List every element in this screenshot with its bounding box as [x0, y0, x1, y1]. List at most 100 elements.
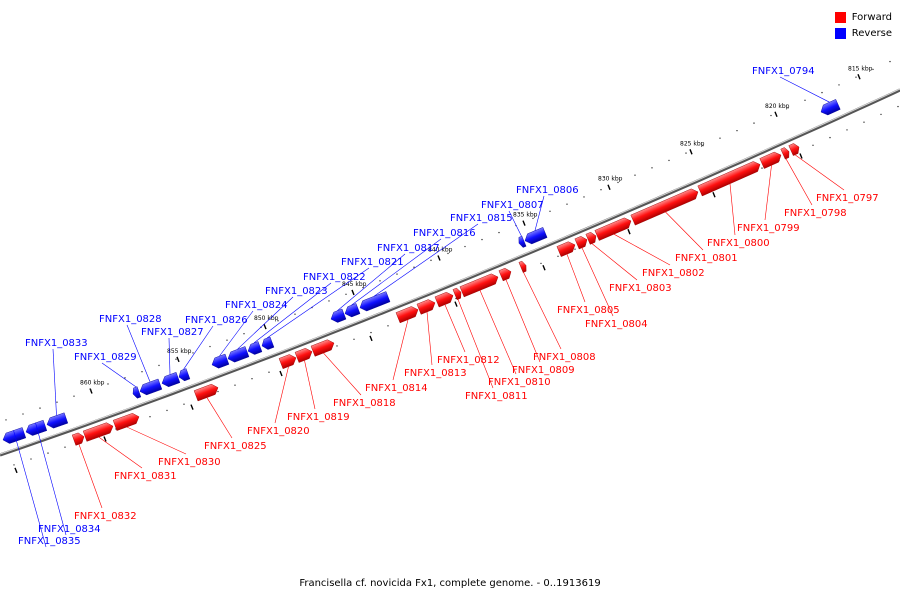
gene-FNFX1_0831[interactable] [82, 421, 115, 442]
minor-tick [149, 415, 151, 418]
gene-arrow[interactable] [556, 240, 577, 257]
gene-FNFX1_0805[interactable] [556, 240, 577, 257]
gene-arrow[interactable] [1, 427, 27, 445]
gene-arrow[interactable] [819, 99, 841, 117]
gene-FNFX1_0812[interactable] [434, 290, 455, 308]
gene-arrow[interactable] [416, 298, 437, 315]
gene-arrow[interactable] [71, 431, 86, 446]
gene-arrow[interactable] [177, 368, 191, 383]
gene-FNFX1_0810[interactable] [459, 272, 500, 298]
gene-FNFX1_0829[interactable] [131, 386, 142, 400]
gene-FNFX1_0822[interactable] [246, 341, 263, 356]
gene-arrow[interactable] [246, 341, 263, 356]
gene-arrow[interactable] [498, 267, 513, 282]
gene-FNFX1_0800[interactable] [697, 159, 762, 197]
minor-tick [668, 159, 670, 162]
gene-FNFX1_0808[interactable] [518, 260, 528, 273]
gene-arrow[interactable] [329, 308, 347, 324]
gene-leader-line [98, 436, 143, 469]
gene-FNFX1_0799[interactable] [759, 150, 783, 169]
gene-FNFX1_0815[interactable] [358, 291, 391, 313]
major-tick [799, 153, 803, 159]
minor-tick [353, 338, 355, 341]
gene-label-FNFX1_0825: FNFX1_0825 [204, 441, 267, 452]
minor-tick [863, 121, 865, 123]
gene-FNFX1_0806[interactable] [523, 227, 548, 246]
gene-arrow[interactable] [517, 235, 527, 248]
gene-arrow[interactable] [459, 272, 500, 298]
gene-arrow[interactable] [112, 412, 141, 431]
gene-arrow[interactable] [523, 227, 548, 246]
gene-FNFX1_0801[interactable] [630, 187, 700, 226]
genome-axis [0, 88, 900, 457]
gene-FNFX1_0817[interactable] [329, 308, 347, 324]
gene-label-FNFX1_0821: FNFX1_0821 [341, 257, 404, 268]
gene-arrow[interactable] [260, 336, 275, 351]
gene-FNFX1_0803[interactable] [585, 231, 598, 245]
gene-arrow[interactable] [358, 291, 391, 313]
gene-arrow[interactable] [210, 353, 230, 370]
gene-FNFX1_0807[interactable] [517, 235, 527, 248]
gene-arrow[interactable] [310, 338, 336, 357]
gene-leader-line [126, 324, 151, 382]
gene-FNFX1_0811[interactable] [452, 287, 463, 300]
gene-FNFX1_0828[interactable] [138, 378, 163, 397]
gene-FNFX1_0797[interactable] [788, 142, 802, 156]
gene-FNFX1_0816[interactable] [343, 303, 361, 318]
genome-axis-highlight [0, 88, 900, 455]
gene-FNFX1_0820[interactable] [278, 353, 298, 369]
gene-arrow[interactable] [24, 419, 48, 437]
gene-arrow[interactable] [138, 378, 163, 397]
gene-arrow[interactable] [518, 260, 528, 273]
gene-arrow[interactable] [585, 231, 598, 245]
gene-leader-line [206, 397, 233, 439]
gene-arrow[interactable] [131, 386, 142, 400]
major-tick [279, 370, 283, 377]
gene-arrow[interactable] [395, 305, 420, 324]
gene-arrow[interactable] [294, 346, 314, 363]
gene-arrow[interactable] [780, 146, 791, 160]
gene-arrow[interactable] [226, 346, 250, 363]
gene-arrow[interactable] [82, 421, 115, 442]
gene-FNFX1_0818[interactable] [310, 338, 336, 357]
gene-FNFX1_0809[interactable] [498, 267, 513, 282]
gene-arrow[interactable] [788, 142, 802, 156]
gene-arrow[interactable] [697, 159, 762, 197]
gene-FNFX1_0794[interactable] [819, 99, 841, 117]
gene-label-FNFX1_0818: FNFX1_0818 [333, 398, 396, 409]
gene-FNFX1_0825[interactable] [193, 382, 220, 402]
gene-FNFX1_0819[interactable] [294, 346, 314, 363]
gene-FNFX1_0826[interactable] [177, 368, 191, 383]
gene-arrow[interactable] [452, 287, 463, 300]
gene-arrow[interactable] [45, 412, 69, 430]
gene-arrow[interactable] [594, 216, 633, 241]
gene-arrow[interactable] [630, 187, 700, 226]
gene-arrow[interactable] [759, 150, 783, 169]
gene-FNFX1_0813[interactable] [416, 298, 437, 315]
gene-FNFX1_0824[interactable] [210, 353, 230, 370]
gene-FNFX1_0802[interactable] [594, 216, 633, 241]
gene-arrow[interactable] [160, 372, 181, 388]
gene-FNFX1_0827[interactable] [160, 372, 181, 388]
gene-label-FNFX1_0831: FNFX1_0831 [114, 471, 177, 482]
gene-leader-line [794, 154, 845, 191]
gene-FNFX1_0835[interactable] [1, 427, 27, 445]
gene-FNFX1_0814[interactable] [395, 305, 420, 324]
minor-tick [73, 395, 75, 397]
gene-FNFX1_0798[interactable] [780, 146, 791, 160]
gene-arrow[interactable] [278, 353, 298, 369]
minor-tick [30, 458, 32, 460]
gene-FNFX1_0823[interactable] [226, 346, 250, 363]
gene-arrow[interactable] [574, 235, 589, 250]
gene-FNFX1_0833[interactable] [45, 412, 69, 430]
minor-tick [481, 238, 483, 241]
minor-tick [141, 370, 143, 373]
gene-arrow[interactable] [434, 290, 455, 308]
gene-FNFX1_0804[interactable] [574, 235, 589, 250]
gene-arrow[interactable] [343, 303, 361, 318]
gene-FNFX1_0830[interactable] [112, 412, 141, 431]
gene-FNFX1_0832[interactable] [71, 431, 86, 446]
gene-FNFX1_0834[interactable] [24, 419, 48, 437]
gene-FNFX1_0821[interactable] [260, 336, 275, 351]
gene-arrow[interactable] [193, 382, 220, 402]
